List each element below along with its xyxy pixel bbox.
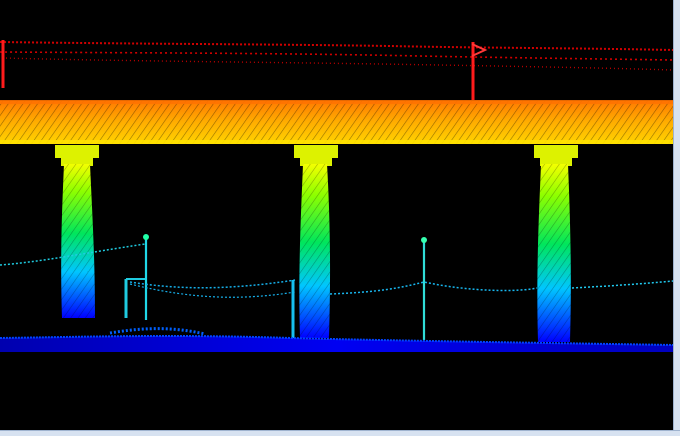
pier-cap-right <box>534 145 578 166</box>
center-fence-wire-1 <box>129 279 296 289</box>
pier-right-texture <box>537 164 571 342</box>
left-fence-wire <box>0 243 146 266</box>
point-cloud-canvas[interactable] <box>0 0 673 430</box>
center-fence-wire-2 <box>129 283 296 298</box>
right-light-head <box>421 237 427 243</box>
bridge-piers <box>61 164 571 342</box>
ground-top-edge <box>0 334 673 346</box>
deck-texture <box>0 101 673 144</box>
viewer-right-border[interactable] <box>673 0 680 436</box>
pylon-arm <box>471 43 488 57</box>
ground-plane <box>0 327 673 352</box>
deck-bottom-edge <box>0 140 673 144</box>
pier-left-texture <box>61 164 95 318</box>
overhead-line-middle <box>0 51 673 61</box>
ground-band <box>0 335 673 352</box>
overhead-line-bottom <box>1 57 673 71</box>
viewer-bottom-border[interactable] <box>0 430 680 436</box>
pier-caps <box>55 145 578 166</box>
right-fence-wire <box>329 281 538 295</box>
ground-bump-left <box>109 327 206 336</box>
overhead-line-top <box>0 41 673 51</box>
overhead-lines <box>0 40 673 100</box>
fence-and-poles <box>0 234 673 340</box>
far-right-fence-wire <box>571 280 673 289</box>
bridge-deck <box>0 100 673 144</box>
pier-cap-center <box>294 145 338 166</box>
point-cloud-scene[interactable] <box>0 0 673 430</box>
pier-cap-left <box>55 145 99 166</box>
deck-top-edge <box>0 100 673 104</box>
left-light-head <box>143 234 149 240</box>
pier-center-texture <box>299 164 331 338</box>
